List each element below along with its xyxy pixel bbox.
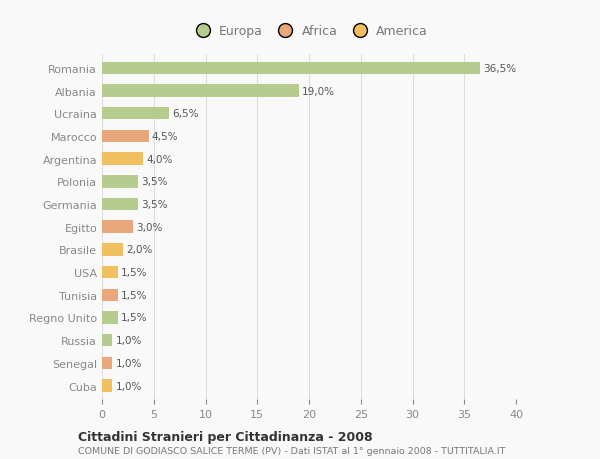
Bar: [102, 108, 169, 120]
Text: 2,0%: 2,0%: [126, 245, 152, 255]
Text: 4,0%: 4,0%: [146, 154, 173, 164]
Bar: [102, 289, 118, 302]
Text: 1,0%: 1,0%: [115, 358, 142, 368]
Text: COMUNE DI GODIASCO SALICE TERME (PV) - Dati ISTAT al 1° gennaio 2008 - TUTTITALI: COMUNE DI GODIASCO SALICE TERME (PV) - D…: [78, 446, 505, 455]
Bar: [102, 380, 112, 392]
Bar: [102, 221, 133, 234]
Text: 1,5%: 1,5%: [121, 290, 147, 300]
Bar: [102, 130, 149, 143]
Bar: [102, 357, 112, 369]
Bar: [102, 266, 118, 279]
Bar: [102, 153, 143, 166]
Bar: [102, 312, 118, 324]
Bar: [102, 334, 112, 347]
Text: 19,0%: 19,0%: [302, 86, 335, 96]
Bar: [102, 85, 299, 98]
Bar: [102, 62, 480, 75]
Text: 4,5%: 4,5%: [152, 132, 178, 142]
Text: 3,5%: 3,5%: [142, 200, 168, 210]
Text: 3,0%: 3,0%: [136, 222, 163, 232]
Text: 1,0%: 1,0%: [115, 381, 142, 391]
Legend: Europa, Africa, America: Europa, Africa, America: [185, 20, 433, 43]
Text: 36,5%: 36,5%: [483, 64, 516, 73]
Text: 3,5%: 3,5%: [142, 177, 168, 187]
Text: Cittadini Stranieri per Cittadinanza - 2008: Cittadini Stranieri per Cittadinanza - 2…: [78, 431, 373, 443]
Bar: [102, 244, 123, 256]
Bar: [102, 198, 138, 211]
Text: 1,0%: 1,0%: [115, 336, 142, 346]
Text: 1,5%: 1,5%: [121, 313, 147, 323]
Text: 1,5%: 1,5%: [121, 268, 147, 278]
Bar: [102, 176, 138, 188]
Text: 6,5%: 6,5%: [172, 109, 199, 119]
